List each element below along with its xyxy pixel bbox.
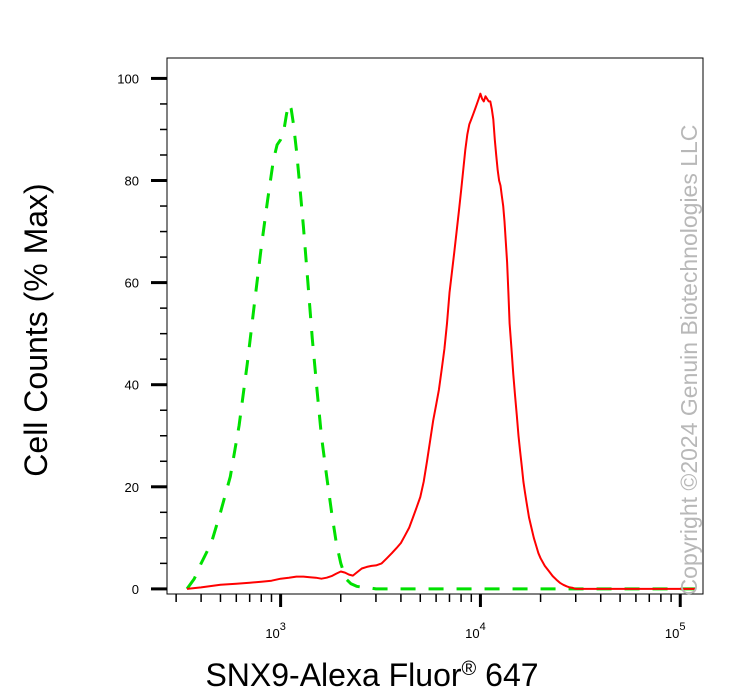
x-axis-title-main: SNX9-Alexa Fluor [205, 657, 461, 693]
x-tick-label: 105 [665, 621, 686, 641]
x-tick-label: 103 [265, 621, 286, 641]
y-tick-label: 0 [132, 582, 139, 597]
x-tick-base: 10 [665, 626, 679, 641]
x-tick-base: 10 [465, 626, 479, 641]
y-tick-label: 20 [125, 480, 139, 495]
x-axis-title-suffix: 647 [476, 657, 538, 693]
y-axis: 0 20 40 60 80 100 [117, 71, 167, 597]
copyright-watermark: Copyright ©2024 Genuin Biotechnologies L… [676, 125, 702, 596]
x-tick-exponent: 5 [679, 621, 685, 633]
x-axis-title-registered: ® [462, 658, 477, 680]
plot-frame [166, 57, 704, 595]
y-axis-title: Cell Counts (% Max) [18, 183, 54, 476]
y-tick-label: 60 [125, 276, 139, 291]
x-tick-exponent: 4 [480, 621, 486, 633]
control-histogram-line [185, 102, 697, 591]
x-axis: 103 104 105 [175, 594, 686, 641]
x-tick-base: 10 [265, 626, 279, 641]
sample-histogram-line [186, 92, 697, 590]
x-tick-exponent: 3 [280, 621, 286, 633]
y-tick-label: 80 [125, 174, 139, 189]
x-axis-title: SNX9-Alexa Fluor® 647 [205, 657, 538, 693]
x-tick-label: 104 [465, 621, 486, 641]
series-layer [185, 92, 697, 591]
y-tick-label: 100 [117, 71, 139, 86]
y-tick-label: 40 [125, 378, 139, 393]
